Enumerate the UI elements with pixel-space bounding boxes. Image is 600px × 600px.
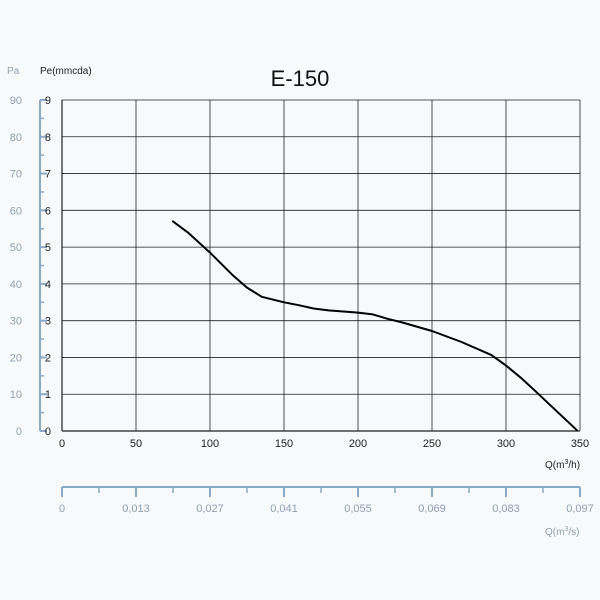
y-secondary-tick-label: 60 <box>10 205 22 217</box>
x-axis-primary-label-sup: 3 <box>564 459 568 466</box>
x-secondary-tick-label: 0,069 <box>418 503 446 515</box>
y-axis-secondary-label: Pa <box>7 66 20 77</box>
y-tick-label: 1 <box>45 389 51 401</box>
y-tick-label: 4 <box>45 279 51 291</box>
y-secondary-tick-label: 90 <box>10 95 22 107</box>
tick-labels: 0 1 2 3 4 5 6 7 8 9 0 50 100 150 200 250 300 350 <box>45 95 589 450</box>
y-secondary-tick-label: 0 <box>16 426 22 438</box>
y-axis-secondary: 0 10 20 30 40 50 60 70 80 90 <box>10 95 47 438</box>
x-tick-label: 250 <box>423 438 441 450</box>
y-secondary-tick-label: 70 <box>10 169 22 181</box>
y-tick-label: 8 <box>45 132 51 144</box>
x-axis-secondary-label-text: Q(m <box>545 527 564 538</box>
x-axis-secondary-label-sup: 3 <box>564 526 568 533</box>
curve-layer <box>172 220 578 432</box>
y-secondary-tick-label: 10 <box>10 389 22 401</box>
x-tick-label: 0 <box>59 438 65 450</box>
y-axis-primary-label: Pe(mmcda) <box>40 66 92 77</box>
x-secondary-tick-label: 0 <box>59 503 65 515</box>
series-line-0 <box>172 220 578 432</box>
x-tick-label: 150 <box>275 438 293 450</box>
x-secondary-tick-label: 0,041 <box>270 503 298 515</box>
x-tick-label: 50 <box>130 438 142 450</box>
y-secondary-tick-label: 30 <box>10 316 22 328</box>
y-secondary-tick-label: 80 <box>10 132 22 144</box>
x-tick-label: 100 <box>201 438 219 450</box>
y-tick-label: 0 <box>45 426 51 438</box>
y-tick-label: 6 <box>45 205 51 217</box>
x-secondary-tick-label: 0,083 <box>492 503 520 515</box>
y-tick-label: 2 <box>45 352 51 364</box>
x-secondary-tick-label: 0,027 <box>196 503 224 515</box>
y-tick-label: 5 <box>45 242 51 254</box>
y-secondary-tick-label: 20 <box>10 352 22 364</box>
x-axis-secondary: 0 0,013 0,027 0,041 0,055 0,069 0,083 0,097 <box>59 486 594 515</box>
grid <box>61 99 581 432</box>
x-axis-primary-label-end: /h) <box>568 460 580 471</box>
y-tick-label: 7 <box>45 169 51 181</box>
x-secondary-tick-label: 0,055 <box>344 503 372 515</box>
y-tick-label: 9 <box>45 95 51 107</box>
x-axis-secondary-label: Q(m3/s) <box>545 526 579 538</box>
y-secondary-tick-label: 40 <box>10 279 22 291</box>
y-tick-label: 3 <box>45 316 51 328</box>
chart-title: E-150 <box>271 66 330 91</box>
x-tick-label: 300 <box>497 438 515 450</box>
x-tick-label: 200 <box>349 438 367 450</box>
x-secondary-tick-label: 0,013 <box>122 503 150 515</box>
y-secondary-tick-label: 50 <box>10 242 22 254</box>
x-secondary-tick-label: 0,097 <box>566 503 594 515</box>
x-axis-primary-label: Q(m3/h) <box>545 459 580 471</box>
x-axis-primary-label-text: Q(m <box>545 460 564 471</box>
x-axis-secondary-label-end: /s) <box>568 527 579 538</box>
x-tick-label: 350 <box>571 438 589 450</box>
